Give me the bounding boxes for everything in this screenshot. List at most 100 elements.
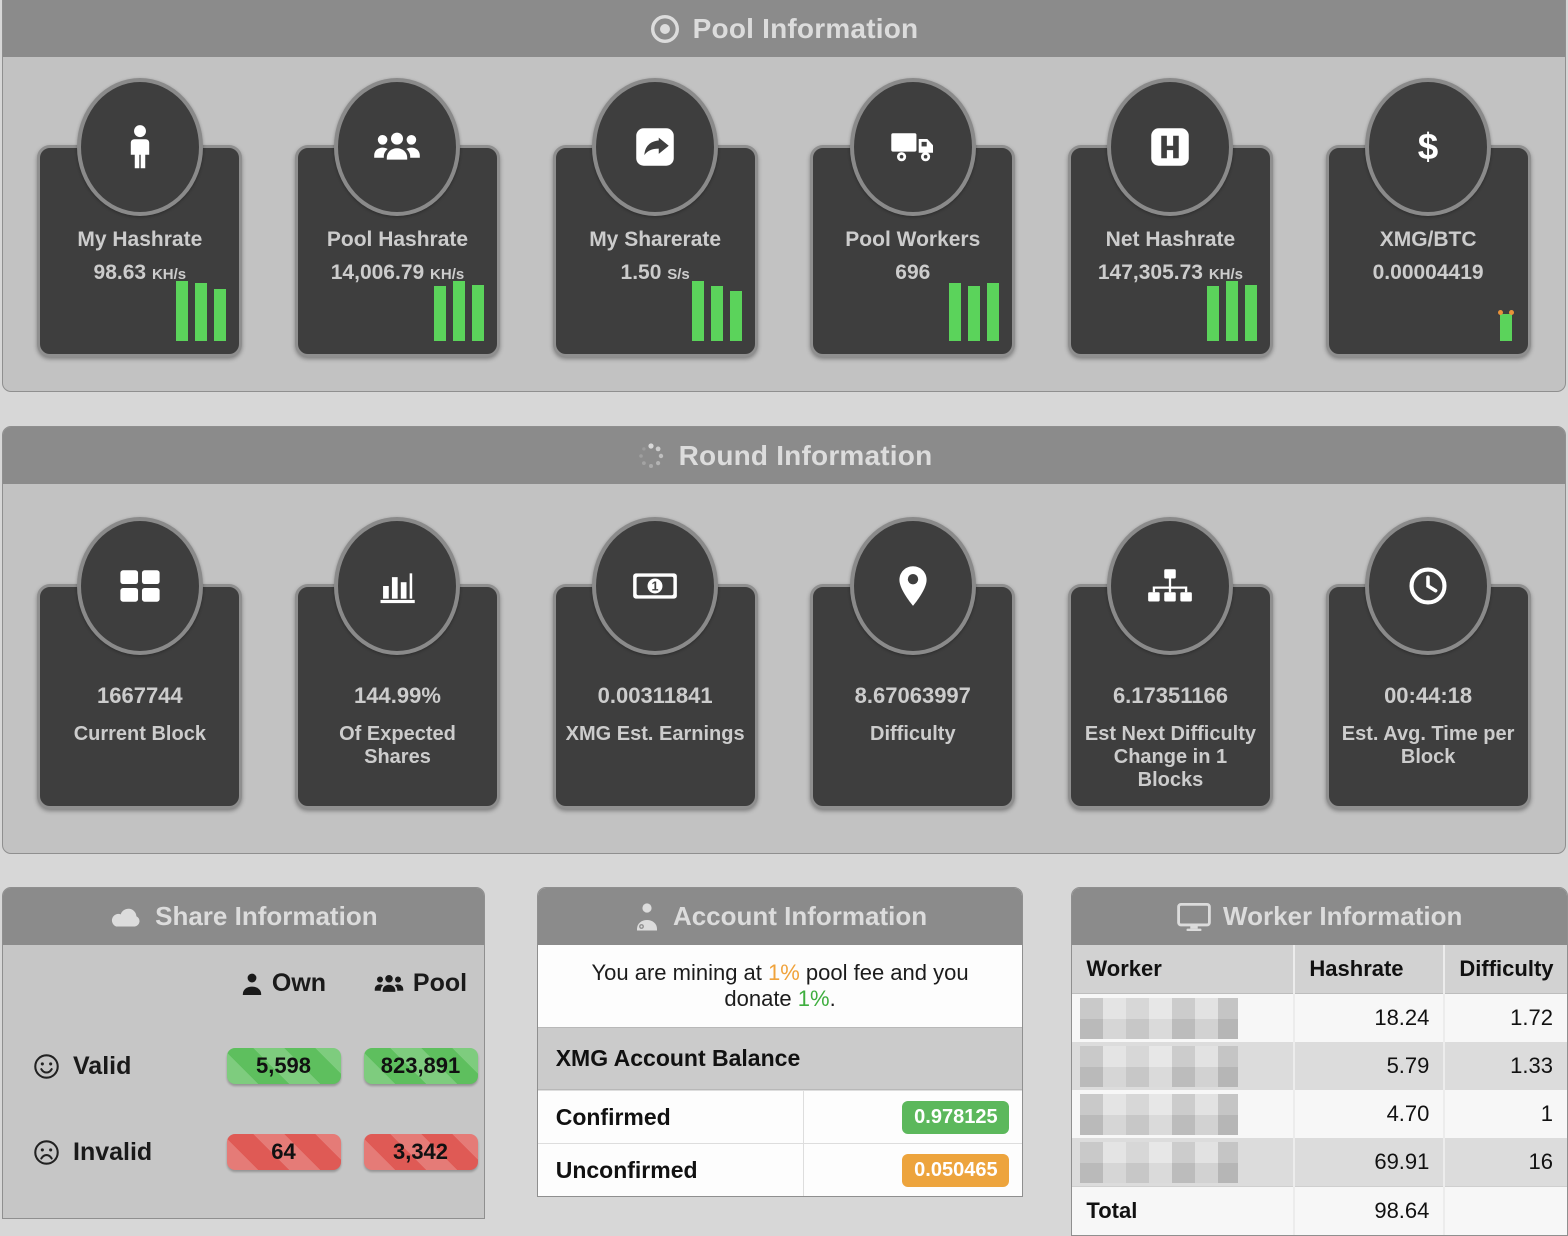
account-information-panel: Account Information You are mining at 1%… [536,887,1024,1197]
worker-hashrate: 18.24 [1293,993,1445,1042]
card-pool-hashrate: Pool Hashrate 14,006.79 KH/s [294,78,500,357]
valid-shares-row: Valid 5,598 823,891 [3,1048,484,1084]
own-column-header: Own [215,969,352,998]
card-net-hashrate: Net Hashrate 147,305.73 KH/s [1067,78,1273,357]
card-label: Current Block [73,723,206,745]
worker-information-panel: Worker Information Worker Hashrate Diffi… [1071,887,1568,1236]
card-label: Pool Workers [845,228,981,251]
sparkline-bars [949,283,1000,341]
svg-text:$: $ [1418,127,1438,167]
card-value: 144.99% [354,683,441,708]
card-avg-time-per-block: 00:44:18 Est. Avg. Time per Block [1325,517,1531,809]
card-my-sharerate: My Sharerate 1.50 S/s [552,78,758,357]
worker-total-row: Total 98.64 [1072,1186,1567,1235]
worker-information-header: Worker Information [1072,888,1567,945]
card-difficulty: 8.67063997 Difficulty [810,517,1016,809]
sparkline-bars [1206,281,1257,341]
map-marker-icon [849,517,976,655]
confirmed-balance-row: Confirmed 0.978125 [537,1090,1023,1143]
card-label: My Hashrate [77,228,203,251]
spinner-icon [636,441,666,471]
blurred-worker-name [1080,997,1239,1039]
pool-information-header: Pool Information [3,0,1565,57]
total-hashrate: 98.64 [1293,1186,1445,1235]
confirmed-balance-badge: 0.978125 [902,1100,1010,1134]
confirmed-label: Confirmed [538,1091,805,1143]
card-value: 6.17351166 [1112,683,1228,708]
donate-value: 1% [797,986,830,1011]
valid-pool-badge: 823,891 [363,1048,478,1084]
card-label: XMG Est. Earnings [565,723,745,745]
round-information-section: Round Information 1667744 Current Block … [2,426,1566,854]
card-label: XMG/BTC [1379,228,1477,251]
card-value: 14,006.79 KH/s [330,261,465,285]
worker-table-header-row: Worker Hashrate Difficulty [1072,945,1567,994]
total-label: Total [1086,1198,1138,1223]
card-xmg-btc: $ XMG/BTC 0.00004419 [1325,78,1531,357]
users-icon [374,973,404,995]
clock-icon [1365,517,1492,655]
pool-cards-row: My Hashrate 98.63 KH/s Pool Hashrate 14,… [3,57,1565,391]
unconfirmed-balance-badge: 0.050465 [902,1153,1010,1187]
worker-hashrate: 69.91 [1293,1138,1445,1187]
account-information-header: Account Information [537,888,1023,945]
share-icon [592,78,719,216]
hashrate-column-header: Hashrate [1293,945,1445,994]
xmg-account-balance-header: XMG Account Balance [537,1027,1023,1090]
invalid-shares-row: Invalid 64 3,342 [3,1134,484,1170]
invalid-label: Invalid [3,1138,215,1167]
valid-label: Valid [3,1052,215,1081]
users-icon [334,78,461,216]
card-label: Pool Hashrate [326,228,469,251]
card-value: 147,305.73 KH/s [1097,261,1244,285]
pool-fee-value: 1% [768,960,800,985]
card-value: 1.50 S/s [620,261,690,285]
candlestick-bar [1497,310,1514,341]
worker-row: 18.24 1.72 [1072,993,1567,1042]
sitemap-icon [1107,517,1234,655]
invalid-pool-badge: 3,342 [363,1134,478,1170]
worker-row: 4.70 1 [1072,1090,1567,1138]
blurred-worker-name [1080,1093,1239,1135]
worker-difficulty: 16 [1443,1138,1567,1187]
worker-hashrate: 4.70 [1293,1090,1445,1138]
worker-difficulty: 1.72 [1443,993,1567,1042]
svg-text:1: 1 [652,580,659,594]
truck-icon [849,78,976,216]
blurred-worker-name [1080,1045,1239,1087]
share-information-panel: Share Information Own Pool Valid 5, [2,887,485,1219]
worker-hashrate: 5.79 [1293,1042,1445,1090]
frown-icon [33,1139,60,1166]
share-information-header: Share Information [3,888,484,945]
card-expected-shares: 144.99% Of Expected Shares [294,517,500,809]
share-information-title: Share Information [155,901,378,931]
card-xmg-est-earnings: 1 0.00311841 XMG Est. Earnings [552,517,758,809]
worker-row: 5.79 1.33 [1072,1042,1567,1090]
round-information-title: Round Information [678,439,933,471]
round-information-header: Round Information [3,427,1565,484]
card-my-hashrate: My Hashrate 98.63 KH/s [37,78,243,357]
dot-circle-icon [650,14,680,44]
sparkline-bars [691,281,742,341]
card-value: 8.67063997 [854,683,971,708]
user-md-icon [633,902,661,932]
card-label: Of Expected Shares [339,723,456,768]
share-column-headers: Own Pool [3,969,484,998]
unconfirmed-label: Unconfirmed [538,1144,805,1196]
bottom-panels-row: Share Information Own Pool Valid 5, [2,887,1568,1236]
round-cards-row: 1667744 Current Block 144.99% Of Expecte… [3,484,1565,853]
h-square-icon [1107,78,1234,216]
card-value: 98.63 KH/s [93,261,187,285]
worker-row: 69.91 16 [1072,1138,1567,1187]
card-label: Est. Avg. Time per Block [1341,723,1515,768]
card-value: 1667744 [97,683,183,708]
worker-difficulty: 1 [1443,1090,1567,1138]
worker-difficulty: 1.33 [1443,1042,1567,1090]
card-current-block: 1667744 Current Block [37,517,243,809]
card-value: 00:44:18 [1384,683,1473,708]
total-difficulty [1443,1186,1567,1235]
money-icon: 1 [592,517,719,655]
invalid-own-badge: 64 [226,1134,341,1170]
pool-information-section: Pool Information My Hashrate 98.63 KH/s … [2,0,1566,392]
card-label: Est Next Difficulty Change in 1 Blocks [1084,723,1257,791]
